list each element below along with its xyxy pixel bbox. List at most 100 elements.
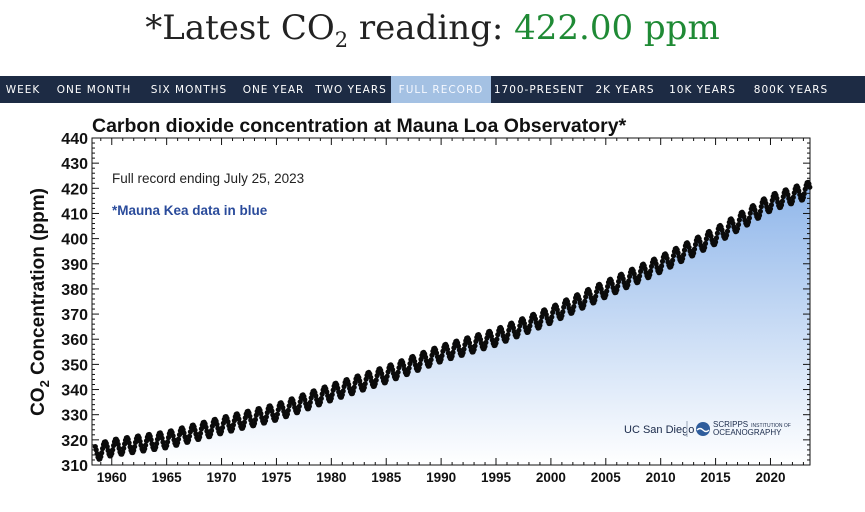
y-tick-label: 330 — [61, 408, 88, 425]
data-point — [769, 197, 775, 203]
data-point — [560, 309, 566, 315]
data-point — [385, 369, 391, 375]
y-tick-label: 440 — [61, 131, 88, 148]
tab-week[interactable]: WEEK — [5, 83, 41, 96]
data-point — [473, 338, 479, 344]
data-point — [581, 302, 587, 308]
x-tick-label: 1975 — [261, 470, 292, 485]
data-point — [225, 419, 231, 425]
data-point — [615, 283, 621, 289]
data-point — [648, 268, 654, 274]
data-point — [121, 445, 127, 451]
data-point — [691, 246, 698, 252]
data-point — [482, 343, 488, 349]
data-point — [247, 413, 253, 419]
y-tick-label: 410 — [61, 206, 88, 223]
data-point — [263, 414, 269, 420]
data-point — [626, 278, 632, 284]
data-point — [461, 346, 467, 352]
data-point — [363, 376, 369, 382]
data-point — [572, 299, 578, 305]
data-point — [286, 403, 292, 409]
y-tick-label: 420 — [61, 181, 88, 198]
data-point — [170, 433, 176, 439]
data-point — [802, 186, 808, 192]
data-point — [143, 442, 149, 448]
data-point — [396, 365, 402, 371]
y-axis-label: CO2 Concentration (ppm) — [28, 188, 52, 416]
data-point — [495, 332, 501, 338]
x-tick-label: 2010 — [646, 470, 676, 485]
data-point — [538, 318, 544, 325]
data-point — [351, 384, 357, 390]
data-point — [455, 343, 462, 349]
ucsd-logo: UC San Diego — [624, 424, 694, 436]
data-point — [93, 447, 99, 453]
tab-1700-present[interactable]: 1700-PRESENT — [493, 83, 585, 96]
tab-800k-years[interactable]: 800K YEARS — [753, 83, 829, 96]
tab-one-year[interactable]: ONE YEAR — [242, 83, 305, 96]
data-point — [427, 361, 433, 367]
data-point — [428, 357, 434, 363]
data-point — [451, 345, 457, 351]
data-point — [362, 381, 368, 387]
data-point — [582, 298, 588, 304]
data-point — [341, 383, 347, 390]
data-point — [713, 235, 720, 241]
data-point — [670, 253, 677, 259]
data-point — [625, 282, 631, 288]
data-point — [746, 215, 753, 221]
data-point — [394, 373, 400, 379]
data-point — [374, 373, 380, 379]
tab-2k-years[interactable]: 2K YEARS — [595, 83, 655, 96]
y-tick-label: 400 — [61, 232, 88, 249]
data-point — [801, 191, 807, 197]
data-point — [126, 440, 132, 446]
data-point — [506, 327, 512, 333]
data-point — [593, 293, 599, 299]
data-point — [330, 387, 336, 393]
ucsd-logo-text: UC San Diego — [624, 424, 694, 436]
data-point — [736, 217, 743, 223]
data-point — [592, 297, 598, 303]
data-point — [466, 340, 473, 346]
data-point — [477, 336, 484, 343]
x-tick-label: 1995 — [481, 470, 512, 485]
latest-co2-headline: *Latest CO2 reading: 422.00 ppm — [0, 8, 865, 52]
data-point — [516, 327, 522, 333]
data-point — [692, 241, 699, 248]
data-point — [384, 373, 390, 379]
data-point — [302, 397, 308, 403]
data-point — [159, 435, 165, 441]
y-tick-label: 340 — [61, 383, 88, 400]
tab-10k-years[interactable]: 10K YEARS — [669, 83, 736, 96]
data-point — [648, 263, 655, 269]
data-point — [439, 353, 445, 359]
data-point — [361, 385, 367, 391]
tab-two-years[interactable]: TWO YEARS — [315, 83, 387, 96]
x-tick-label: 2020 — [755, 470, 785, 485]
latest-reading-value: 422.00 ppm — [514, 8, 720, 48]
headline-prefix: *Latest CO — [145, 8, 335, 48]
y-tick-label: 360 — [61, 332, 88, 349]
data-point — [154, 441, 160, 447]
tab-full-record[interactable]: FULL RECORD — [391, 76, 491, 103]
data-point — [340, 388, 346, 394]
scripps-logo-top: SCRIPPS INSTITUTION OF — [713, 420, 791, 429]
data-point — [539, 314, 545, 320]
data-point — [100, 445, 106, 452]
co2-chart: Carbon dioxide concentration at Mauna Lo… — [28, 115, 813, 485]
data-point — [440, 348, 446, 354]
data-point — [406, 365, 412, 371]
data-point — [208, 427, 215, 434]
scripps-emblem-icon — [696, 422, 710, 436]
data-point — [231, 418, 237, 424]
data-point — [99, 450, 105, 456]
data-point — [187, 429, 193, 435]
data-point — [275, 407, 281, 413]
chart-title: Carbon dioxide concentration at Mauna Lo… — [92, 115, 627, 137]
data-point — [307, 399, 313, 405]
tab-six-months[interactable]: SIX MONTHS — [150, 83, 228, 96]
tab-one-month[interactable]: ONE MONTH — [56, 83, 132, 96]
x-tick-label: 1970 — [207, 470, 237, 485]
